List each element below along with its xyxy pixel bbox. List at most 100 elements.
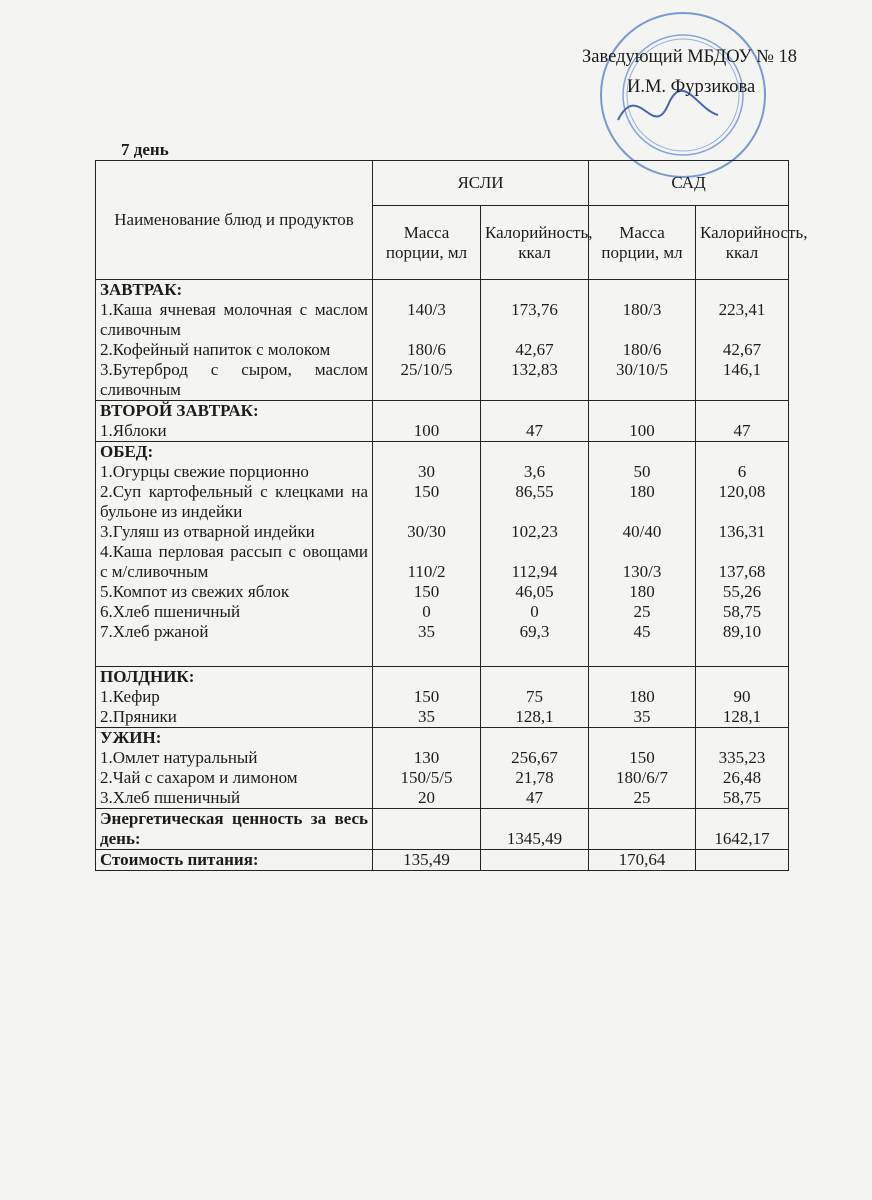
kindergarten-calories: 1642,17 — [695, 808, 789, 850]
kindergarten-calories: 6 — [695, 462, 789, 482]
kindergarten-mass: 180 — [588, 482, 696, 522]
table-row: 7.Хлеб ржаной 35 69,3 45 89,10 — [95, 622, 789, 642]
dish-name: 1.Огурцы свежие порционно — [95, 462, 373, 482]
section-title: ОБЕД: — [95, 441, 373, 462]
kindergarten-calories: 128,1 — [695, 707, 789, 728]
kindergarten-calories: 58,75 — [695, 788, 789, 809]
kindergarten-mass: 180 — [588, 582, 696, 602]
dish-name: 2.Чай с сахаром и лимоном — [95, 768, 373, 788]
empty-cell — [480, 642, 589, 667]
nursery-mass: 30/30 — [372, 522, 481, 542]
nursery-calories: 102,23 — [480, 522, 589, 542]
nursery-mass: 35 — [372, 622, 481, 642]
kindergarten-calories: 90 — [695, 687, 789, 707]
kindergarten-calories: 335,23 — [695, 748, 789, 768]
nursery-calories: 42,67 — [480, 340, 589, 360]
empty-cell — [695, 666, 789, 687]
total-label: Энергетическая ценность за весь день: — [95, 808, 373, 850]
header-mass: Масса порции, мл — [588, 205, 696, 280]
nursery-calories: 256,67 — [480, 748, 589, 768]
empty-cell — [695, 727, 789, 748]
empty-cell — [480, 727, 589, 748]
kindergarten-calories: 47 — [695, 421, 789, 442]
table-row: 2.Пряники 35 128,1 35 128,1 — [95, 707, 789, 728]
section-title: ПОЛДНИК: — [95, 666, 373, 687]
nursery-mass: 140/3 — [372, 300, 481, 340]
section-title: ВТОРОЙ ЗАВТРАК: — [95, 400, 373, 421]
nursery-mass: 30 — [372, 462, 481, 482]
section-header: ОБЕД: — [95, 441, 789, 462]
nursery-calories: 69,3 — [480, 622, 589, 642]
kindergarten-calories: 89,10 — [695, 622, 789, 642]
approval-name: И.М. Фурзикова — [627, 77, 756, 97]
dish-name: 1.Кефир — [95, 687, 373, 707]
kindergarten-calories: 146,1 — [695, 360, 789, 401]
nursery-mass: 100 — [372, 421, 481, 442]
empty-cell — [372, 727, 481, 748]
kindergarten-mass: 30/10/5 — [588, 360, 696, 401]
section-header: ВТОРОЙ ЗАВТРАК: — [95, 400, 789, 421]
dish-name: 1.Омлет натуральный — [95, 748, 373, 768]
kindergarten-mass: 45 — [588, 622, 696, 642]
section-title: УЖИН: — [95, 727, 373, 748]
empty-cell — [372, 666, 481, 687]
empty-cell — [480, 400, 589, 421]
table-row: 1.Яблоки 100 47 100 47 — [95, 421, 789, 442]
empty-cell — [695, 279, 789, 300]
header-mass: Масса порции, мл — [372, 205, 481, 280]
total-row: Стоимость питания: 135,49 170,64 — [95, 849, 789, 871]
empty-cell — [372, 642, 481, 667]
dish-name: 3.Хлеб пшеничный — [95, 788, 373, 809]
nursery-calories: 47 — [480, 421, 589, 442]
empty-cell — [588, 642, 696, 667]
nursery-calories: 128,1 — [480, 707, 589, 728]
nursery-calories: 75 — [480, 687, 589, 707]
kindergarten-mass: 25 — [588, 788, 696, 809]
kindergarten-calories: 120,08 — [695, 482, 789, 522]
dish-name: 6.Хлеб пшеничный — [95, 602, 373, 622]
empty-cell — [588, 279, 696, 300]
empty-cell — [95, 642, 373, 667]
nursery-mass: 130 — [372, 748, 481, 768]
kindergarten-mass — [588, 808, 696, 850]
nursery-calories: 173,76 — [480, 300, 589, 340]
nursery-mass: 25/10/5 — [372, 360, 481, 401]
empty-cell — [480, 279, 589, 300]
kindergarten-mass: 170,64 — [588, 849, 696, 871]
empty-cell — [588, 727, 696, 748]
header-calories: Калорийность, ккал — [695, 205, 808, 280]
nursery-calories: 46,05 — [480, 582, 589, 602]
table-row: 4.Каша перловая рассып с овощами с м/сли… — [95, 542, 789, 582]
kindergarten-calories: 58,75 — [695, 602, 789, 622]
dish-name: 2.Пряники — [95, 707, 373, 728]
nursery-mass: 135,49 — [372, 849, 481, 871]
nursery-mass — [372, 808, 481, 850]
table-row: 3.Гуляш из отварной индейки 30/30 102,23 40… — [95, 522, 789, 542]
dish-name: 3.Гуляш из отварной индейки — [95, 522, 373, 542]
kindergarten-mass: 50 — [588, 462, 696, 482]
kindergarten-mass: 100 — [588, 421, 696, 442]
kindergarten-mass: 150 — [588, 748, 696, 768]
header-dish: Наименование блюд и продуктов — [95, 160, 373, 280]
nursery-calories: 3,6 — [480, 462, 589, 482]
table-row: 2.Суп картофельный с клецками на бульоне… — [95, 482, 789, 522]
kindergarten-calories: 223,41 — [695, 300, 789, 340]
kindergarten-calories: 137,68 — [695, 542, 789, 582]
dish-name: 2.Суп картофельный с клецками на бульоне… — [95, 482, 373, 522]
nursery-mass: 150 — [372, 482, 481, 522]
nursery-mass: 0 — [372, 602, 481, 622]
day-label: 7 день — [121, 140, 169, 159]
nursery-mass: 20 — [372, 788, 481, 809]
total-label: Стоимость питания: — [95, 849, 373, 871]
empty-cell — [588, 666, 696, 687]
kindergarten-calories: 55,26 — [695, 582, 789, 602]
dish-name: 1.Яблоки — [95, 421, 373, 442]
dish-name: 2.Кофейный напиток с молоком — [95, 340, 373, 360]
kindergarten-mass: 40/40 — [588, 522, 696, 542]
empty-cell — [480, 666, 589, 687]
kindergarten-mass: 180/3 — [588, 300, 696, 340]
nursery-mass: 110/2 — [372, 542, 481, 582]
kindergarten-mass: 25 — [588, 602, 696, 622]
nursery-mass: 150 — [372, 582, 481, 602]
dish-name: 4.Каша перловая рассып с овощами с м/сли… — [95, 542, 373, 582]
